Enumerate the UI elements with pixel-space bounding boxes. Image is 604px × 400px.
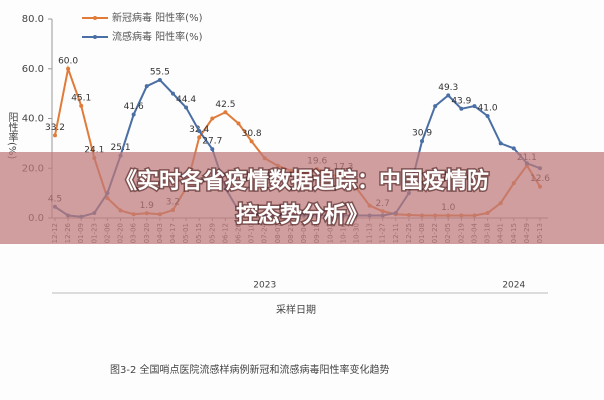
- y-tick-label: 80.0: [22, 14, 44, 25]
- legend-marker: [93, 35, 97, 39]
- data-label: 24.1: [84, 146, 104, 156]
- data-label: 30.8: [242, 129, 262, 139]
- data-label: 55.5: [150, 67, 170, 77]
- banner-title: 《实时各省疫情数据追踪：中国疫情防: [115, 168, 489, 194]
- point: [446, 93, 451, 98]
- data-label: 41.6: [124, 102, 144, 112]
- data-label: 43.9: [451, 96, 471, 106]
- legend-label: 新冠病毒 阳性率(%): [112, 11, 203, 24]
- point: [144, 84, 149, 89]
- point: [223, 110, 228, 115]
- y-axis-title: 阳性率(%): [6, 112, 18, 160]
- legend-marker: [93, 16, 97, 20]
- point: [485, 114, 490, 119]
- year-label: 2024: [502, 281, 525, 291]
- point: [197, 135, 202, 140]
- point: [184, 105, 189, 110]
- point: [420, 139, 425, 144]
- data-label: 45.1: [71, 93, 91, 103]
- point: [210, 147, 215, 152]
- point: [433, 104, 438, 109]
- point: [511, 146, 516, 151]
- point: [459, 106, 464, 111]
- point: [170, 91, 175, 96]
- point: [131, 112, 136, 117]
- data-label: 27.7: [202, 137, 222, 147]
- data-label: 60.0: [58, 56, 78, 66]
- legend-label: 流感病毒 阳性率(%): [112, 30, 203, 43]
- point: [157, 77, 162, 82]
- data-label: 25.1: [111, 143, 131, 153]
- banner-title: 控态势分析》: [236, 202, 368, 228]
- point: [472, 104, 477, 109]
- point: [210, 116, 215, 121]
- caption: 图3-2 全国哨点医院流感样病例新冠和流感病毒阳性率变化趋势: [110, 363, 390, 376]
- data-label: 42.5: [215, 100, 235, 110]
- data-label: 33.2: [45, 123, 65, 133]
- data-label: 49.3: [438, 83, 458, 93]
- point: [53, 133, 57, 138]
- data-label: 44.4: [176, 95, 196, 105]
- x-axis-title: 采样日期: [276, 303, 316, 316]
- point: [498, 141, 503, 146]
- banner-bg: [0, 152, 604, 244]
- point: [197, 128, 202, 133]
- data-label: 30.9: [412, 129, 432, 139]
- year-label: 2023: [253, 281, 276, 291]
- y-tick-label: 60.0: [22, 64, 44, 75]
- point: [79, 103, 84, 108]
- point: [66, 66, 71, 71]
- point: [249, 139, 254, 144]
- point: [236, 121, 241, 126]
- y-tick-label: 40.0: [22, 114, 44, 125]
- data-label: 41.0: [478, 104, 498, 114]
